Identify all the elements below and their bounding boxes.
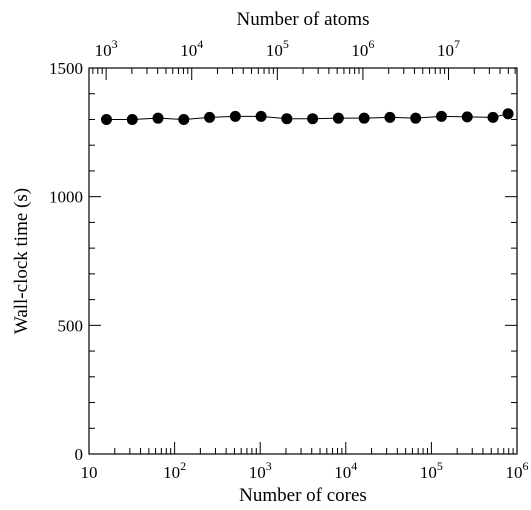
data-point	[126, 113, 138, 125]
data-point	[461, 111, 473, 123]
data-point	[487, 111, 499, 123]
x2-tick-label: 106	[351, 37, 374, 60]
x2-tick-label: 103	[95, 37, 118, 60]
x2-tick-label: 107	[437, 37, 460, 60]
y-tick-label: 1500	[49, 59, 83, 78]
data-point	[229, 110, 241, 122]
x-tick-label: 105	[420, 459, 443, 482]
data-point	[255, 110, 267, 122]
x-tick-label: 102	[163, 459, 186, 482]
x-tick-label: 104	[334, 459, 357, 482]
data-point	[100, 113, 112, 125]
data-point	[358, 112, 370, 124]
x2-tick-label: 105	[266, 37, 289, 60]
x-tick-label: 10	[81, 463, 98, 482]
y-tick-label: 0	[75, 445, 84, 464]
y-tick-label: 1000	[49, 188, 83, 207]
x2-axis-label: Number of atoms	[237, 9, 370, 30]
y-axis-label: Wall-clock time (s)	[11, 188, 32, 334]
data-point	[204, 111, 216, 123]
x-tick-label: 103	[249, 459, 272, 482]
y-tick-label: 500	[58, 316, 84, 335]
data-point	[307, 113, 319, 125]
data-point	[152, 112, 164, 124]
plot-frame	[88, 67, 518, 455]
tick-labels-layer: 10 102 103 104 105 106 103 104 105 106 107 0 500 1000…	[49, 37, 529, 482]
ticks-layer	[88, 67, 518, 455]
x-tick-label: 106	[506, 459, 529, 482]
data-point	[502, 108, 514, 120]
data-point	[281, 113, 293, 125]
points-layer	[100, 108, 514, 125]
data-point	[178, 113, 190, 125]
data-point	[410, 112, 422, 124]
data-point	[332, 112, 344, 124]
x2-tick-label: 104	[180, 37, 203, 60]
data-point	[435, 110, 447, 122]
data-point	[384, 111, 396, 123]
x-axis-label: Number of cores	[239, 485, 367, 506]
